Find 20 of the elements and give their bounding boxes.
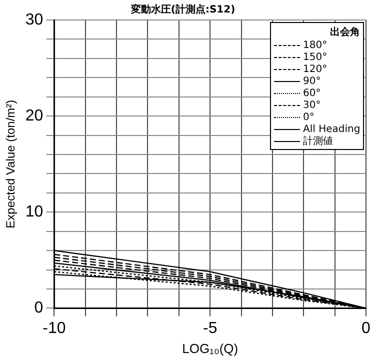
legend-label: All Heading [303,124,360,134]
y-tick-label: 30 [25,11,44,28]
legend-label: 180° [303,40,328,50]
y-tick-label: 10 [25,204,44,221]
y-tick-label: 20 [25,107,44,124]
legend-label: 30° [303,100,321,110]
chart-title: 変動水圧(計測点:S12) [130,4,236,16]
legend-label: 計測値 [303,134,333,148]
legend-label: 90° [303,76,321,86]
x-tick-label: -10 [42,320,66,338]
legend-label: 60° [303,88,321,98]
x-axis-title: LOG₁₀(Q) [182,340,238,356]
legend-title: 出会角 [329,26,360,39]
y-axis-title: Expected Value (ton/m²) [4,100,18,228]
x-tick-label: -5 [202,320,218,338]
legend-label: 120° [303,64,328,74]
x-tick-label: 0 [362,320,371,338]
legend-label: 0° [303,112,314,122]
legend-label: 150° [303,52,328,62]
y-tick-label: 0 [34,300,44,317]
